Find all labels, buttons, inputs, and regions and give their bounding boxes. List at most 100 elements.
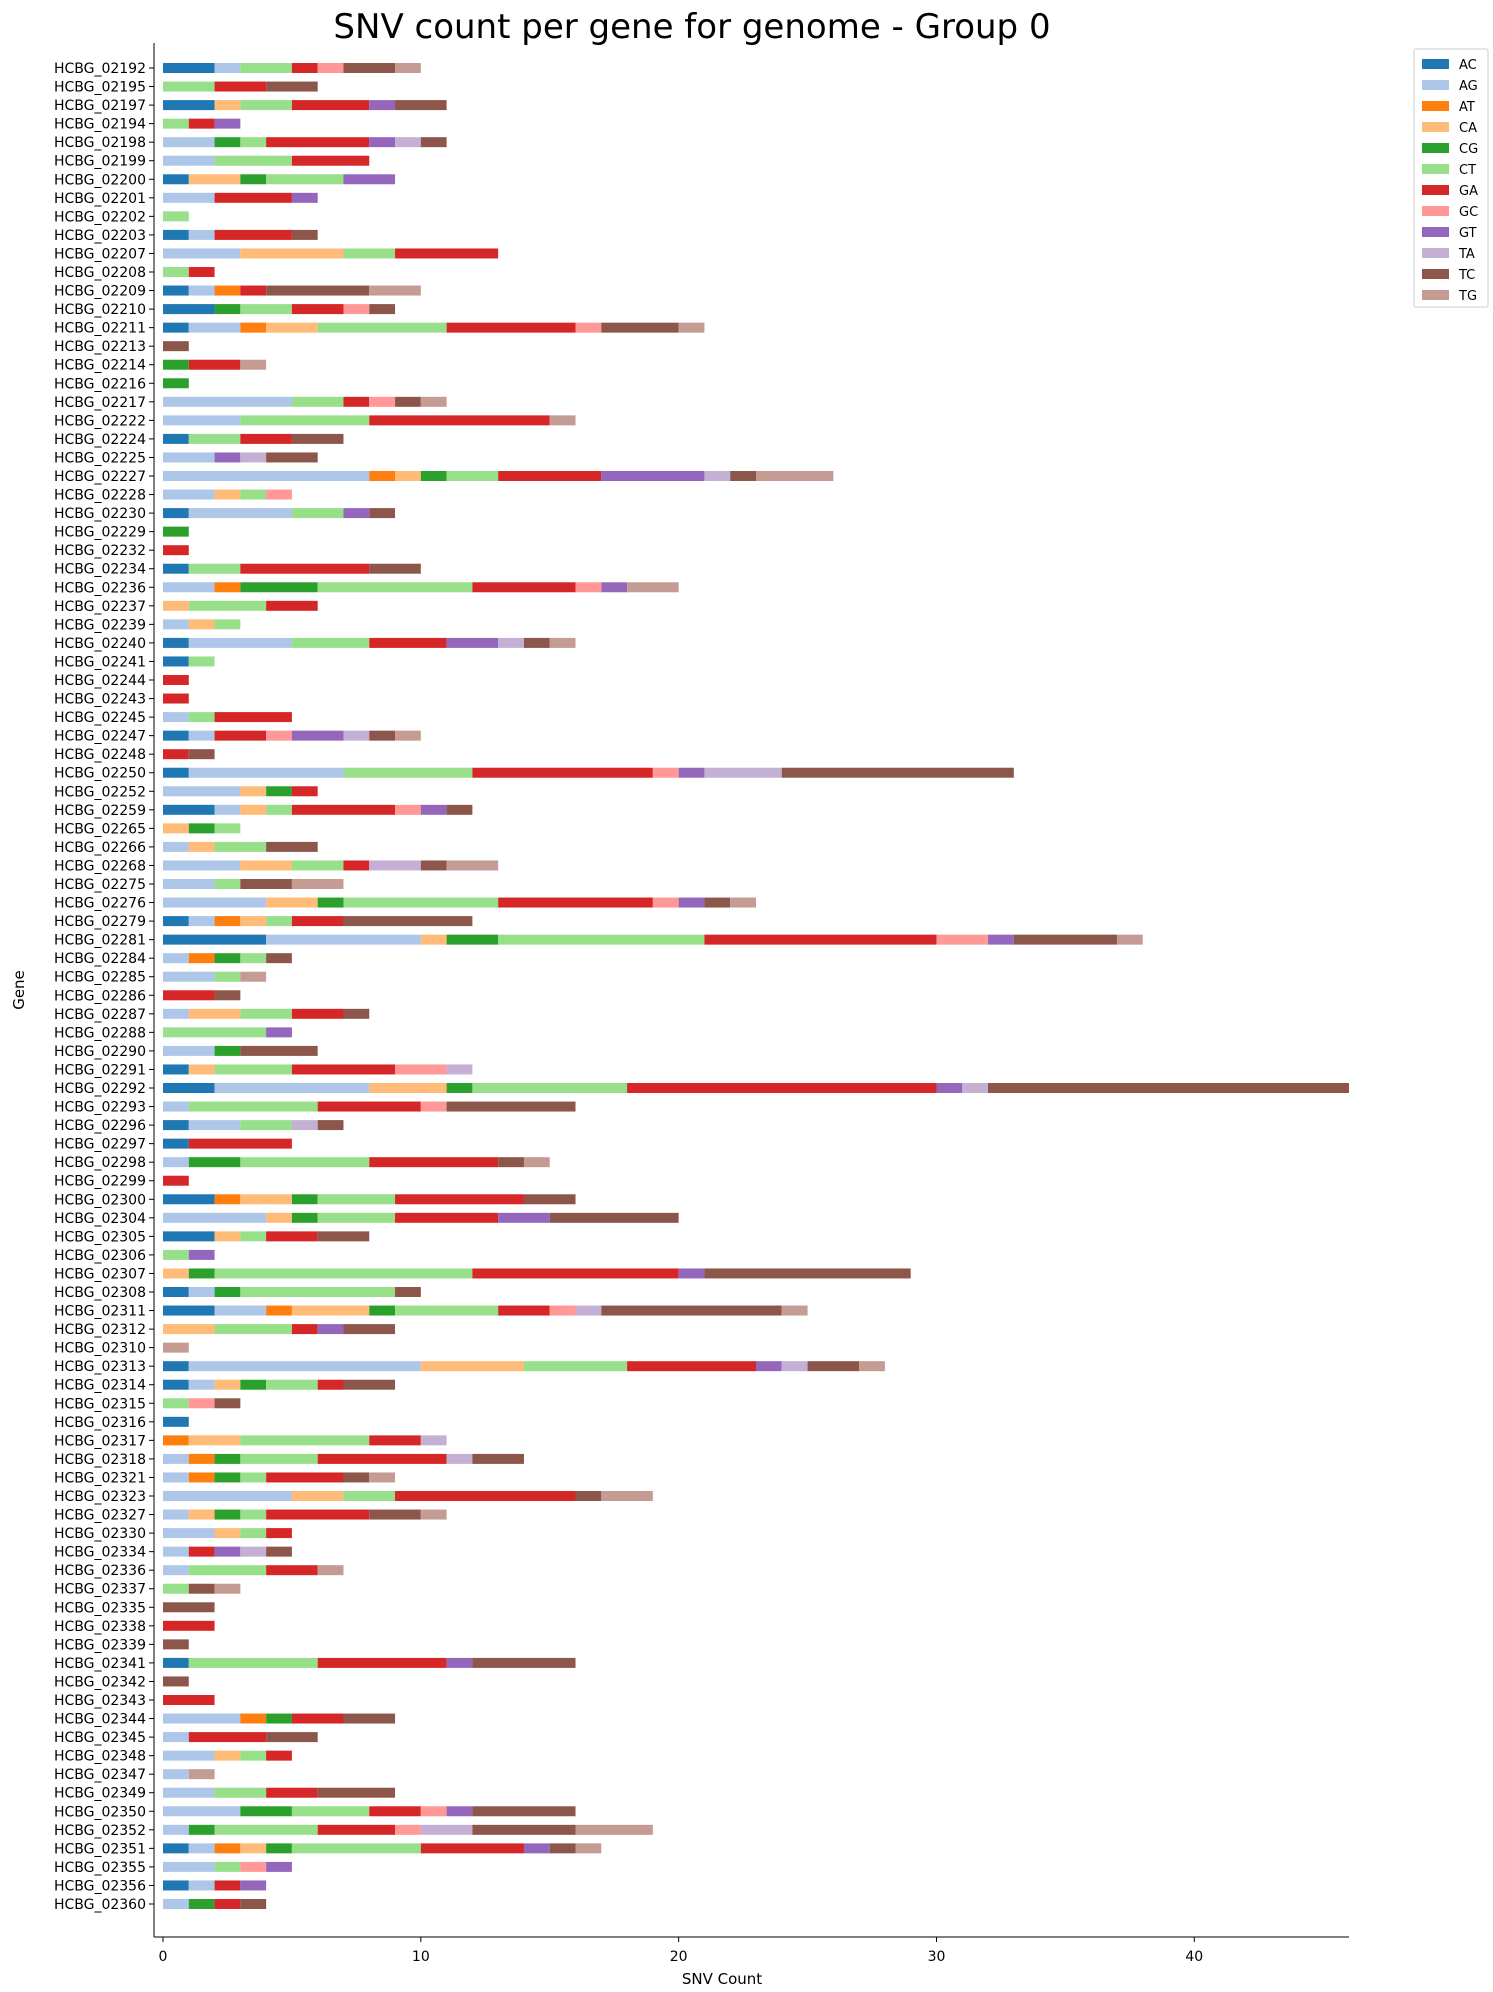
bar-segment-tc: [369, 730, 396, 741]
bar-segment-ca: [240, 786, 267, 797]
bar-segment-at: [214, 1194, 241, 1205]
legend-swatch-tg: [1422, 290, 1449, 300]
bar-segment-gc: [266, 730, 292, 741]
bar-segment-ag: [163, 415, 241, 426]
x-tick-label: 20: [670, 1949, 688, 1965]
y-tick-label: HCBG_02318: [54, 1452, 146, 1468]
bar-segment-tc: [343, 1324, 396, 1335]
bar-segment-ag: [188, 1843, 215, 1854]
y-tick-label: HCBG_02228: [54, 488, 146, 504]
bar-segment-ta: [395, 137, 421, 148]
bar-segment-ca: [163, 823, 189, 834]
bar-segment-gt: [678, 1268, 705, 1279]
bar-segment-ga: [163, 1620, 215, 1631]
bar-segment-ta: [962, 1083, 989, 1093]
bar-segment-ca: [420, 1361, 524, 1372]
bar-segment-tc: [266, 1732, 318, 1743]
y-tick-label: HCBG_02339: [54, 1637, 146, 1653]
bar-segment-ct: [188, 563, 241, 574]
bar-segment-ca: [240, 916, 267, 927]
bar-segment-tc: [472, 1453, 524, 1464]
bar-segment-ag: [214, 804, 241, 815]
bar-segment-tc: [730, 471, 756, 481]
bar-segment-ac: [163, 285, 189, 296]
bar-segment-ag: [188, 1287, 215, 1297]
legend-label: CG: [1459, 142, 1478, 157]
legend-swatch-at: [1422, 101, 1449, 111]
bar-segment-ct: [214, 1268, 473, 1279]
bar-segment-ga: [472, 582, 576, 593]
y-tick-label: HCBG_02321: [54, 1470, 146, 1486]
bar-segment-ag: [163, 1546, 189, 1557]
y-tick-label: HCBG_02224: [54, 432, 146, 448]
bar-segment-tg: [420, 396, 447, 407]
bar-segment-tc: [549, 1843, 576, 1854]
bar-segment-cg: [240, 1379, 267, 1390]
bar-segment-cg: [214, 1287, 241, 1297]
bar-segment-ga: [266, 1509, 370, 1520]
bar-segment-ct: [291, 508, 344, 519]
bar-segment-gc: [395, 1064, 447, 1075]
bar-segment-gc: [420, 1101, 447, 1112]
x-axis-label: SNV Count: [682, 1970, 762, 1988]
bar-segment-gt: [369, 137, 396, 148]
bar-segment-ac: [163, 730, 189, 741]
bar-segment-ca: [188, 619, 215, 630]
bar-segment-ct: [395, 1305, 499, 1316]
bar-segment-ga: [214, 712, 292, 723]
bar-segment-ag: [188, 767, 344, 778]
y-tick-label: HCBG_02360: [54, 1897, 146, 1913]
y-tick-label: HCBG_02312: [54, 1322, 146, 1338]
bar-segment-tc: [317, 1787, 396, 1798]
bar-segment-tg: [240, 359, 267, 370]
bar-segment-ct: [446, 471, 499, 481]
bar-segment-ct: [214, 1861, 241, 1872]
bar-segment-ta: [369, 860, 421, 871]
bar-segment-ga: [291, 1008, 344, 1019]
bar-segment-gc: [549, 1305, 576, 1316]
bar-segment-cg: [266, 1713, 292, 1724]
bar-segment-tc: [266, 841, 318, 852]
bar-segment-ct: [240, 137, 267, 148]
bar-segment-ca: [163, 1324, 215, 1335]
bar-segment-ct: [240, 1528, 267, 1539]
bar-segment-tc: [781, 767, 1014, 778]
bar-segment-tc: [317, 1120, 344, 1131]
y-tick-label: HCBG_02197: [54, 98, 146, 114]
bar-segment-ga: [188, 1732, 267, 1743]
bar-segment-tg: [627, 582, 679, 593]
bar-segment-ct: [240, 1120, 292, 1131]
bar-segment-tc: [291, 433, 344, 444]
bar-segment-tc: [343, 1472, 370, 1483]
bar-segment-ca: [240, 1194, 292, 1205]
y-tick-label: HCBG_02211: [54, 321, 146, 337]
bar-segment-tc: [188, 749, 215, 760]
bar-segment-ta: [781, 1361, 808, 1372]
legend-swatch-gc: [1422, 206, 1449, 216]
bar-segment-ca: [291, 1491, 344, 1501]
bar-segment-gt: [214, 1546, 241, 1557]
bar-segment-ga: [343, 860, 370, 871]
y-tick-label: HCBG_02343: [54, 1693, 146, 1709]
y-tick-label: HCBG_02240: [54, 636, 146, 652]
bar-segment-ag: [163, 1528, 215, 1539]
bar-segment-ag: [163, 1787, 215, 1798]
bar-segment-ga: [369, 1157, 499, 1168]
bar-segment-ag: [163, 1472, 189, 1483]
bar-segment-ct: [240, 1509, 267, 1520]
bar-segment-ag: [163, 1861, 215, 1872]
bar-segment-ga: [188, 118, 215, 129]
legend-label: TG: [1458, 289, 1477, 304]
bar-segment-tc: [317, 1231, 370, 1242]
bar-segment-at: [214, 285, 241, 296]
bar-segment-gt: [936, 1083, 963, 1093]
bar-segment-ga: [266, 1750, 292, 1761]
bar-segment-ct: [214, 1324, 292, 1335]
y-tick-label: HCBG_02290: [54, 1044, 146, 1060]
bar-segment-tg: [549, 637, 576, 648]
y-tick-label: HCBG_02314: [54, 1378, 146, 1394]
y-tick-label: HCBG_02299: [54, 1174, 146, 1190]
bar-segment-ga: [188, 1546, 215, 1557]
bar-segment-ct: [214, 155, 292, 166]
